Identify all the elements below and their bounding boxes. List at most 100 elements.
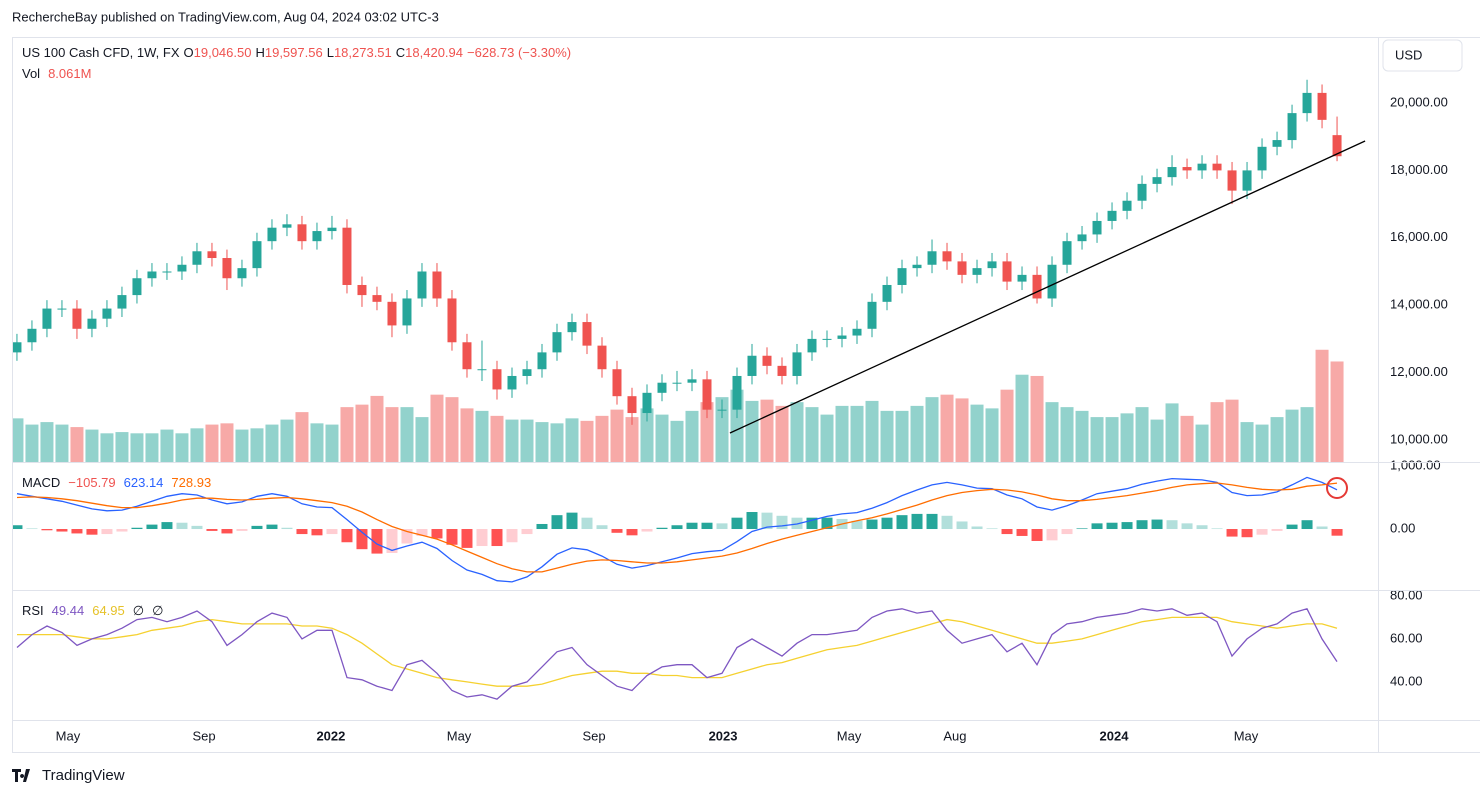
volume-bar	[235, 429, 249, 462]
rsi-ma-value: 64.95	[92, 603, 125, 618]
candle-body	[1242, 170, 1252, 191]
macd-histogram	[611, 529, 623, 533]
candle-body	[852, 328, 862, 336]
candle-body	[192, 251, 202, 265]
volume-bar	[640, 408, 654, 462]
volume-bar	[1165, 403, 1179, 462]
macd-histogram	[626, 529, 638, 536]
macd-histogram	[1211, 528, 1223, 530]
candle-body	[1257, 146, 1267, 171]
macd-histogram	[1136, 520, 1148, 530]
x-tick-label: May	[1234, 728, 1259, 743]
volume-title: Vol	[22, 66, 41, 81]
volume-bar	[40, 422, 54, 462]
macd-histogram	[731, 517, 743, 530]
volume-bar	[625, 417, 639, 462]
volume-bar	[880, 410, 894, 462]
macd-histogram	[566, 512, 578, 530]
macd-histogram	[746, 512, 758, 530]
volume-bar	[895, 410, 909, 462]
candle-body	[252, 241, 262, 269]
macd-histogram	[12, 525, 23, 530]
volume-bar	[415, 417, 429, 462]
volume-bar	[1030, 375, 1044, 462]
candle-body	[912, 264, 922, 269]
macd-histogram	[86, 529, 98, 535]
ohlc-key: L	[326, 45, 334, 60]
macd-histogram	[551, 515, 563, 530]
candle-body	[792, 352, 802, 376]
y-tick-label: 10,000.00	[1390, 431, 1448, 446]
macd-histogram	[236, 529, 248, 531]
candle-body	[717, 409, 727, 411]
volume-bar	[1300, 407, 1314, 462]
candle-body	[762, 355, 772, 366]
macd-histogram	[1091, 523, 1103, 530]
volume-bar	[1105, 417, 1119, 462]
volume-bar	[850, 405, 864, 462]
candle-body	[117, 295, 127, 309]
candle-body	[1152, 177, 1162, 184]
volume-value: 8.061M	[48, 66, 92, 81]
candle-body	[162, 271, 172, 273]
candle-body	[1122, 200, 1132, 211]
macd-histogram	[1001, 529, 1013, 535]
macd-histogram	[266, 524, 278, 530]
axes: May Sep 2022 May Sep 2023 May Aug 2024 May Sep10,0…	[56, 94, 1448, 743]
candle-body	[222, 258, 232, 279]
currency-button[interactable]	[1382, 39, 1463, 72]
volume-bar	[520, 419, 534, 462]
volume-bar	[1090, 417, 1104, 462]
candle-body	[1182, 167, 1192, 171]
volume-bar	[445, 397, 459, 462]
volume-bar	[565, 418, 579, 462]
rsi-ma-line	[17, 616, 1338, 687]
rsi-title: RSI	[22, 603, 44, 618]
macd-histogram	[431, 529, 443, 539]
ohlc: C18,420.94	[396, 45, 463, 60]
volume-bar	[655, 414, 669, 462]
candle-body	[327, 227, 337, 232]
volume-bar	[220, 423, 234, 462]
macd-histogram	[161, 522, 173, 530]
macd-histogram	[1241, 529, 1253, 538]
macd-histogram	[416, 529, 428, 536]
currency-label[interactable]: USD	[1395, 47, 1422, 62]
macd-histogram	[446, 529, 458, 545]
volume-bar	[1195, 424, 1209, 462]
volume-bar	[1150, 419, 1164, 462]
candle-body	[777, 365, 787, 376]
volume-bar	[325, 424, 339, 462]
candle-body	[102, 308, 112, 319]
macd-histogram	[1121, 522, 1133, 530]
volume-bar	[70, 427, 84, 462]
candle-body	[1227, 170, 1237, 191]
macd-histogram	[131, 527, 143, 530]
macd-histogram	[656, 527, 668, 530]
candle-body	[1002, 261, 1012, 282]
candle-body	[657, 382, 667, 393]
macd-histogram	[1016, 529, 1028, 536]
signal-line	[16, 482, 1338, 573]
candle-body	[147, 271, 157, 279]
macd-histogram	[821, 517, 833, 530]
macd-histogram	[941, 515, 953, 530]
candle-body	[312, 231, 322, 242]
macd-histogram	[1316, 526, 1328, 530]
volume-bar	[535, 422, 549, 462]
candle-body	[1197, 163, 1207, 171]
macd-histogram	[851, 520, 863, 530]
y-tick-label: 80.00	[1390, 587, 1423, 602]
macd-histogram	[1106, 522, 1118, 530]
volume-bar	[340, 407, 354, 462]
signal-value: 728.93	[171, 475, 212, 490]
candle-body	[882, 284, 892, 302]
candle-body	[282, 224, 292, 228]
rsi-extra: ∅	[152, 603, 164, 618]
ohlc-value: 18,273.51	[333, 45, 392, 60]
volume-bar	[280, 419, 294, 462]
volume-bar	[1180, 415, 1194, 462]
candle-body	[237, 268, 247, 279]
macd-histogram	[281, 527, 293, 530]
